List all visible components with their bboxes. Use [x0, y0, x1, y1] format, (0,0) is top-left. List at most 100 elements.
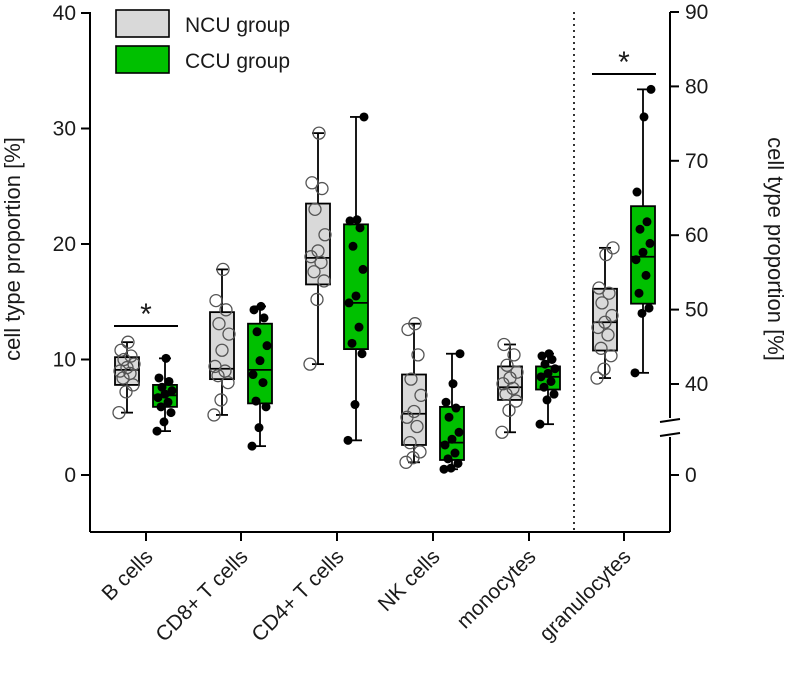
x-tick-label: NK cells [374, 545, 445, 616]
data-point [605, 308, 619, 323]
data-point [440, 440, 450, 450]
significance-star: * [140, 298, 152, 331]
data-point [441, 397, 451, 407]
data-point [209, 293, 223, 308]
left-tick-label: 10 [53, 349, 76, 372]
data-point [408, 317, 422, 331]
data-point [211, 369, 225, 383]
data-point [308, 202, 322, 217]
data-point [310, 292, 324, 307]
left-tick-label: 0 [64, 464, 76, 487]
x-tick-label: CD8+ T cells [151, 545, 252, 646]
data-point [256, 301, 266, 311]
data-point [509, 394, 523, 408]
data-point [444, 412, 454, 422]
data-point [343, 435, 353, 445]
right-tick-label: 0 [685, 464, 697, 487]
data-point [157, 382, 167, 392]
data-point [262, 341, 272, 351]
data-point [219, 303, 233, 317]
data-point [594, 341, 608, 355]
data-point [249, 305, 259, 315]
data-point [540, 359, 550, 369]
data-point [251, 396, 261, 406]
data-point [113, 364, 127, 378]
data-point [112, 405, 126, 420]
data-point [410, 419, 424, 434]
left-tick-label: 20 [53, 233, 76, 256]
box-b-cells-ccu [152, 353, 178, 436]
significance-star: * [618, 46, 630, 79]
data-point [312, 126, 326, 140]
data-point [630, 368, 640, 378]
data-point [537, 351, 547, 361]
y-axis-title-left: cell type proportion [%] [0, 137, 25, 361]
data-point [590, 371, 604, 385]
data-point [318, 228, 332, 242]
data-point [606, 241, 620, 255]
data-point [163, 397, 173, 407]
data-point [119, 385, 133, 399]
data-point [549, 389, 559, 399]
data-point [550, 364, 560, 374]
data-point [120, 360, 134, 375]
data-point [591, 320, 605, 335]
data-point [502, 403, 516, 417]
plot-area: ** [112, 46, 656, 474]
right-tick-label: 50 [685, 299, 708, 322]
data-point [347, 338, 357, 348]
data-point [156, 402, 166, 412]
data-point [450, 448, 460, 458]
data-point [597, 362, 611, 376]
x-tick-label: B cells [98, 545, 158, 605]
data-point [350, 400, 360, 410]
data-point [454, 427, 464, 437]
data-point [254, 423, 264, 433]
data-point [641, 270, 651, 280]
data-point [404, 372, 418, 386]
data-point [124, 349, 138, 363]
data-point [166, 408, 176, 418]
box-nk-cells-ccu [439, 349, 465, 474]
data-point [351, 291, 361, 301]
data-point [317, 274, 331, 288]
data-point [164, 376, 174, 386]
data-point [354, 322, 364, 332]
data-point [453, 458, 463, 468]
data-point [495, 425, 509, 439]
data-point [407, 404, 421, 419]
data-point [639, 112, 649, 122]
data-point [399, 455, 413, 469]
data-point [447, 434, 457, 444]
data-point [539, 382, 549, 392]
data-point [114, 343, 128, 357]
legend: NCU group CCU group [115, 9, 290, 74]
data-point [592, 281, 606, 295]
data-point [635, 224, 645, 234]
data-point [632, 187, 642, 197]
box-rect [401, 373, 427, 446]
data-point [345, 216, 355, 226]
data-point [216, 262, 230, 277]
data-point [500, 358, 514, 372]
data-point [315, 181, 329, 196]
box-cd4-t-cells-ncu [303, 126, 332, 371]
data-point [355, 223, 365, 233]
data-point [448, 379, 458, 389]
left-tick-label: 30 [53, 118, 76, 141]
data-point [159, 417, 169, 427]
box-cd4-t-cells-ccu [343, 112, 369, 445]
data-point [214, 393, 228, 407]
box-b-cells-ncu [112, 335, 141, 420]
data-point [544, 349, 554, 359]
data-point [543, 368, 553, 378]
data-point [358, 264, 368, 274]
data-point [252, 327, 262, 337]
data-point [307, 265, 321, 279]
data-point [208, 359, 222, 374]
data-point [631, 255, 641, 265]
left-tick-label: 40 [53, 2, 76, 25]
legend-swatch-ncu [115, 9, 170, 38]
data-point [247, 441, 257, 451]
